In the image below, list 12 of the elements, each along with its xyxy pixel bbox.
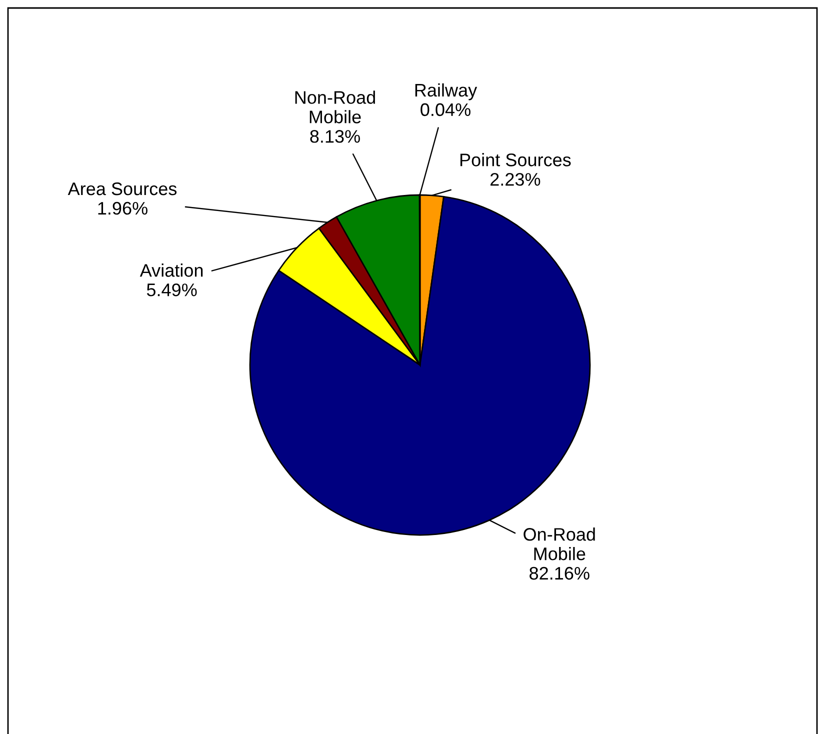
data-label: 2.23% — [490, 172, 540, 186]
data-label: 0.04% — [420, 103, 470, 116]
slice-label: On-Road Mobile — [524, 528, 595, 560]
slice-label: Aviation — [140, 264, 203, 277]
slice-label: Non-Road Mobile — [295, 90, 375, 124]
slice-label: Railway — [415, 83, 478, 100]
data-label: 8.13% — [310, 130, 360, 143]
data-label: 82.16% — [530, 566, 590, 580]
slice-label: Area Sources — [68, 182, 177, 196]
slice-label: Point Sources — [460, 153, 571, 166]
data-label: 1.96% — [98, 202, 148, 215]
data-label: 5.49% — [146, 283, 197, 296]
